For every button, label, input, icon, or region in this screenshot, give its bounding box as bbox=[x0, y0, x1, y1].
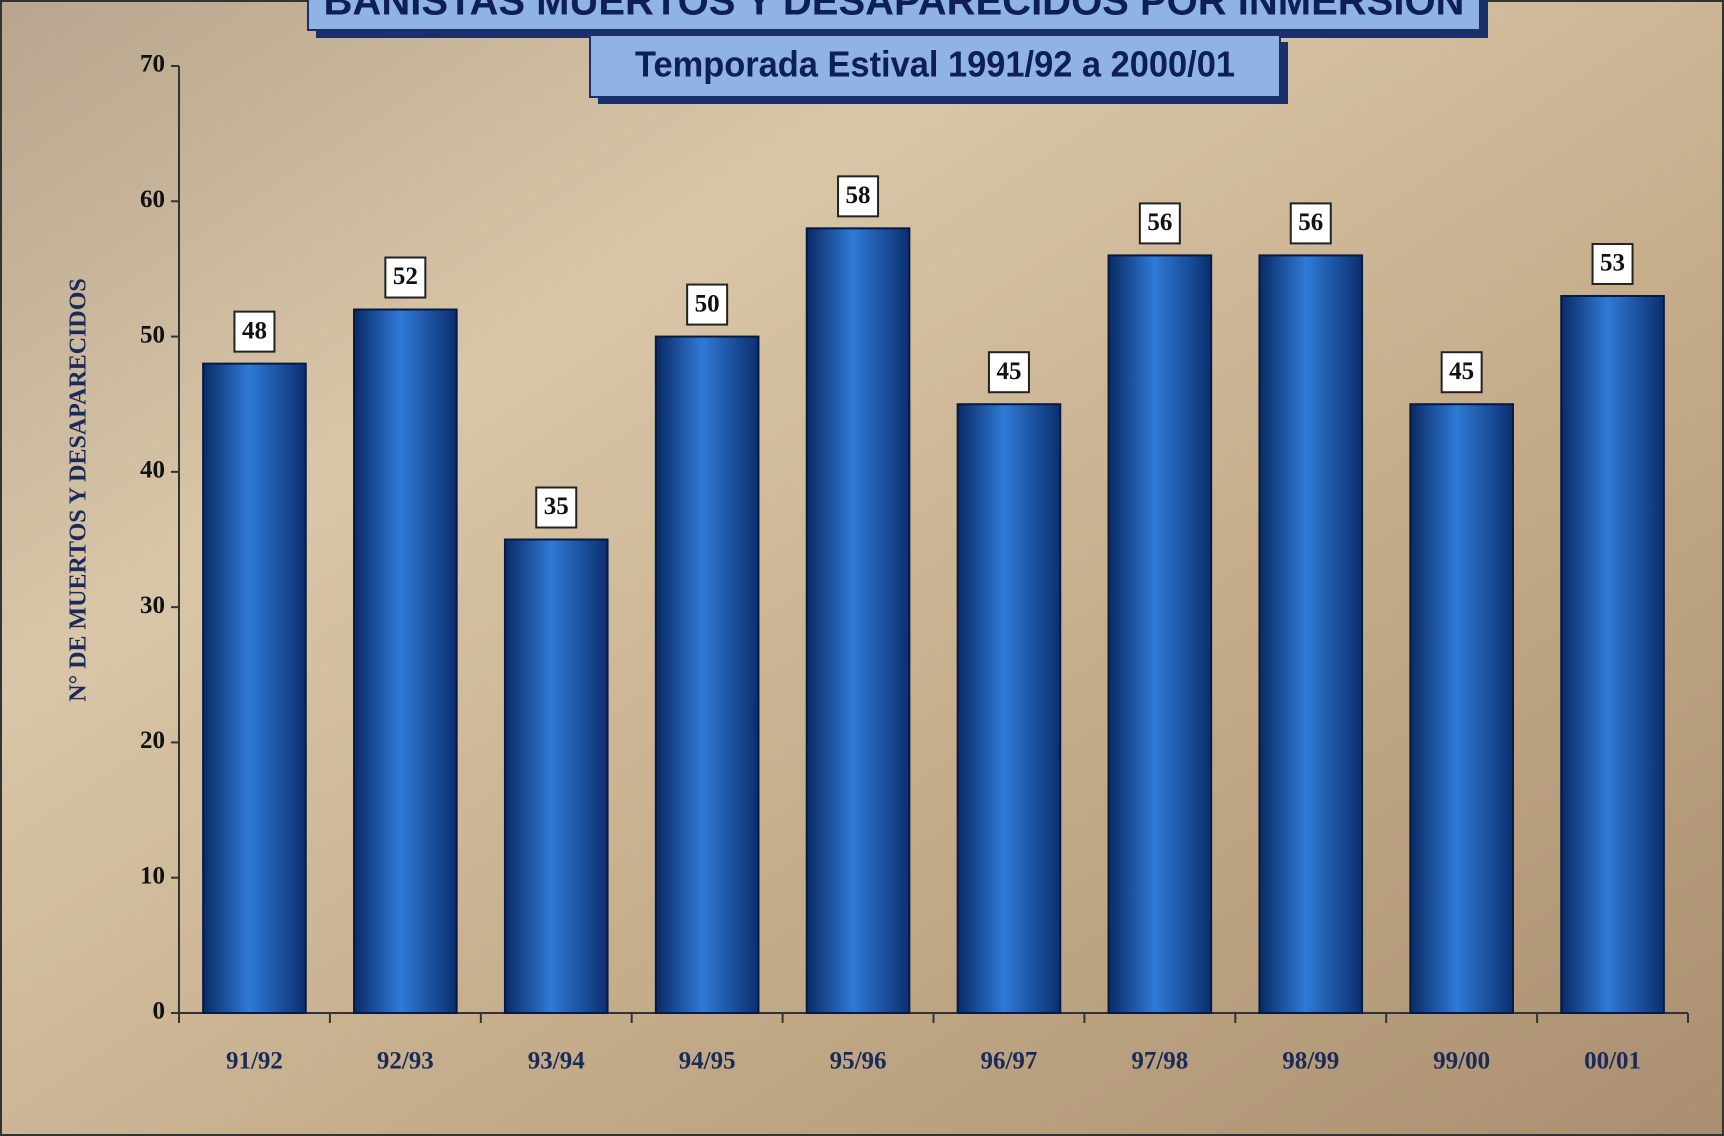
value-label-box bbox=[1440, 351, 1483, 394]
value-label-box bbox=[535, 486, 578, 529]
y-tick-label: 30 bbox=[140, 592, 165, 619]
y-tick-label: 60 bbox=[140, 186, 165, 213]
x-tick-label: 93/94 bbox=[528, 1048, 585, 1075]
value-label: 56 bbox=[1147, 209, 1172, 236]
value-label-box bbox=[384, 256, 427, 299]
chart-subtitle: Temporada Estival 1991/92 a 2000/01 bbox=[635, 44, 1235, 85]
value-label: 45 bbox=[996, 358, 1021, 385]
value-label-box bbox=[1138, 202, 1181, 245]
y-tick-label: 20 bbox=[140, 727, 165, 754]
value-label-box bbox=[1591, 242, 1634, 285]
value-label-box bbox=[987, 351, 1030, 394]
y-tick-label: 70 bbox=[140, 51, 165, 78]
y-tick-label: 40 bbox=[140, 457, 165, 484]
value-label: 35 bbox=[544, 493, 569, 520]
value-label-box bbox=[233, 310, 276, 353]
x-tick-label: 96/97 bbox=[980, 1048, 1037, 1075]
y-tick-label: 0 bbox=[153, 998, 166, 1025]
y-tick-label: 10 bbox=[140, 862, 165, 889]
value-label: 53 bbox=[1600, 250, 1625, 277]
x-tick-label: 99/00 bbox=[1433, 1048, 1490, 1075]
value-label: 48 bbox=[242, 317, 267, 344]
x-tick-label: 95/96 bbox=[830, 1048, 887, 1075]
x-tick-label: 98/99 bbox=[1282, 1048, 1339, 1075]
title-box bbox=[307, 0, 1481, 31]
value-label: 56 bbox=[1298, 209, 1323, 236]
bar bbox=[805, 227, 911, 1015]
bar bbox=[503, 538, 609, 1014]
value-label-box bbox=[1289, 202, 1332, 245]
bar bbox=[1258, 254, 1364, 1014]
x-tick-label: 92/93 bbox=[377, 1048, 434, 1075]
bar bbox=[1560, 294, 1665, 1014]
value-label: 58 bbox=[846, 182, 871, 209]
value-label: 52 bbox=[393, 263, 418, 290]
x-tick-label: 94/95 bbox=[679, 1048, 736, 1075]
bar bbox=[956, 403, 1062, 1014]
bar bbox=[1107, 254, 1213, 1014]
bar bbox=[654, 335, 760, 1015]
bar bbox=[353, 308, 458, 1014]
x-tick-label: 97/98 bbox=[1131, 1048, 1188, 1075]
bar bbox=[1409, 403, 1514, 1014]
value-label: 45 bbox=[1449, 358, 1474, 385]
value-label-box bbox=[686, 283, 729, 326]
value-label: 50 bbox=[695, 290, 720, 317]
y-axis-label: N° DE MUERTOS Y DESAPARECIDOS bbox=[66, 278, 92, 701]
x-tick-label: 91/92 bbox=[226, 1048, 283, 1075]
bar bbox=[202, 362, 307, 1014]
y-tick-label: 50 bbox=[140, 321, 165, 348]
value-label-box bbox=[837, 175, 880, 218]
subtitle-box bbox=[589, 34, 1281, 98]
x-tick-label: 00/01 bbox=[1584, 1048, 1641, 1075]
chart-title: BAÑISTAS MUERTOS Y DESAPARECIDOS POR INM… bbox=[324, 0, 1465, 24]
